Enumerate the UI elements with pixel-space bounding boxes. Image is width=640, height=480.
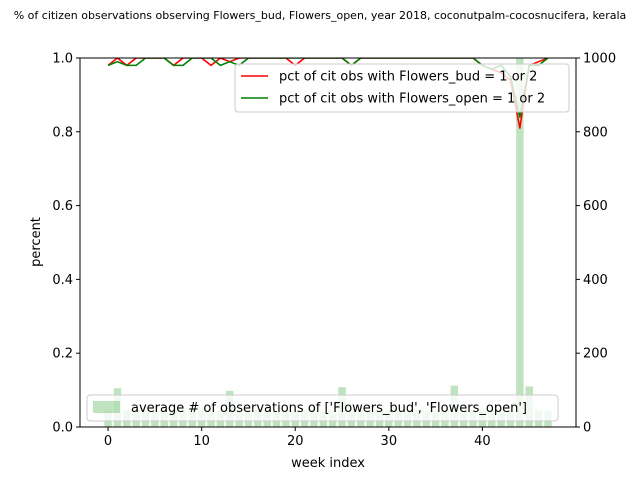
x-tick-label: 30 [381,434,398,449]
y-axis-right: 0 200 400 600 800 1000 [576,52,616,436]
x-tick-label: 40 [474,434,491,449]
legend-entry-label: pct of cit obs with Flowers_open = 1 or … [279,92,545,107]
y2-tick-label: 800 [583,125,608,140]
flowers-open-line [107,58,549,118]
x-tick-label: 20 [287,434,304,449]
y2-tick-label: 1000 [583,52,616,67]
y-tick-label: 0.6 [52,199,73,214]
y-tick-label: 0.8 [52,125,73,140]
x-tick-label: 10 [193,434,210,449]
y-axis-title: percent [29,217,44,267]
y2-tick-label: 200 [583,347,608,362]
y-axis-left: 0.0 0.2 0.4 0.6 0.8 1.0 [52,52,80,436]
legend-lines: pct of cit obs with Flowers_bud = 1 or 2… [234,63,570,113]
plot-frame [79,57,577,428]
x-axis-title: week index [291,456,365,471]
y-tick-label: 0.0 [52,421,73,436]
observation-count-bar [516,58,524,427]
legend-bar-swatch [93,401,120,413]
legend-bars: average # of observations of ['Flowers_b… [86,394,559,422]
legend-entry-label: pct of cit obs with Flowers_bud = 1 or 2 [279,70,537,85]
legend-box [86,394,559,422]
y2-tick-label: 400 [583,273,608,288]
x-tick-label: 0 [104,434,112,449]
y2-tick-label: 0 [583,421,591,436]
y2-tick-label: 600 [583,199,608,214]
legend-entry-label: average # of observations of ['Flowers_b… [131,401,527,416]
x-axis: 0 10 20 30 40 [104,427,491,449]
legend-box [234,63,570,113]
lines-layer [107,58,549,129]
chart-title: % of citizen observations observing Flow… [14,9,627,22]
y-tick-label: 0.2 [52,347,73,362]
y-tick-label: 0.4 [52,273,73,288]
y-tick-label: 1.0 [52,52,73,67]
